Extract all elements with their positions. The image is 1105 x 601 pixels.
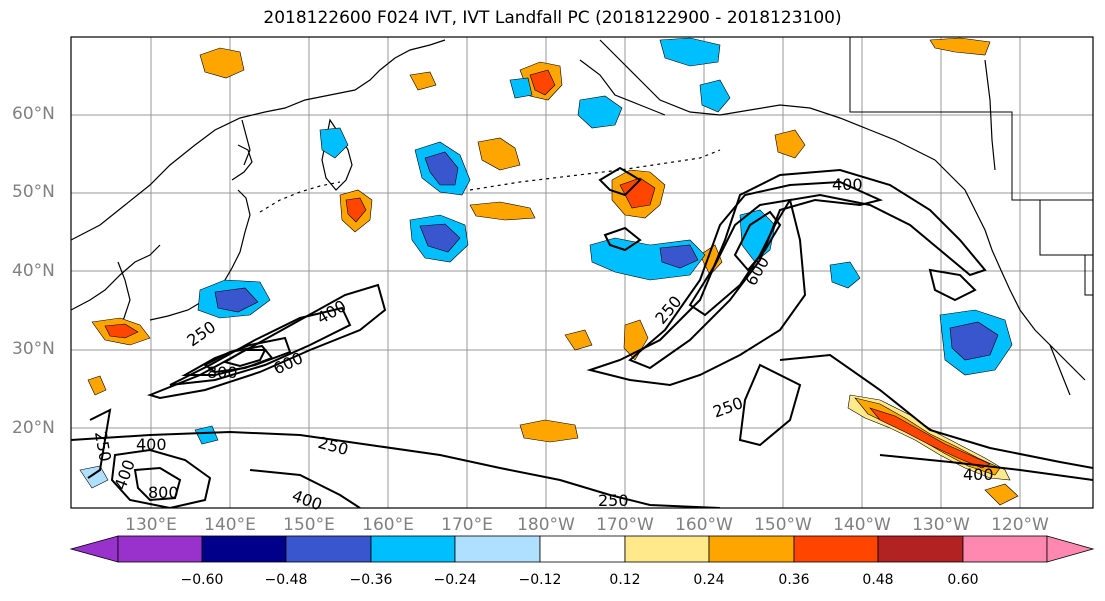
colorbar-extend-low (69, 535, 119, 563)
colorbar-tick-label: −0.36 (349, 572, 393, 588)
colorbar-segment (285, 535, 372, 563)
lat-label-40n: 40°N (12, 261, 55, 281)
negative-pc-shading (79, 37, 1013, 489)
lon-label: 170°E (441, 515, 493, 535)
lon-label: 150°W (754, 515, 812, 535)
lon-label: 140°W (833, 515, 891, 535)
colorbar-segment (539, 535, 626, 563)
colorbar-segment (624, 535, 710, 563)
contour-label: 800 (207, 363, 238, 382)
lon-label: 160°E (362, 515, 414, 535)
contour-label: 250 (91, 430, 115, 463)
contour-labels: 400 250 600 400 250 600 800 250 250 400 … (91, 175, 994, 514)
colorbar-tick-label: 0.12 (609, 572, 641, 588)
lon-label: 130°W (912, 515, 970, 535)
colorbar-segment (793, 535, 879, 563)
lon-label: 130°E (125, 515, 177, 535)
contour-label: 250 (316, 433, 350, 459)
colorbar-segment (201, 535, 287, 563)
lat-label-30n: 30°N (12, 339, 55, 359)
contour-label: 800 (148, 483, 179, 502)
colorbar-tick-label: −0.48 (264, 572, 308, 588)
lon-label: 150°E (283, 515, 335, 535)
lon-label: 160°W (675, 515, 733, 535)
colorbar-tick-label: −0.60 (180, 572, 224, 588)
colorbar-segment (370, 535, 456, 563)
lon-label: 180°W (517, 515, 575, 535)
contour-label: 400 (832, 175, 863, 194)
colorbar-segment (117, 535, 203, 563)
contour-label: 400 (963, 465, 994, 484)
contour-label: 400 (136, 435, 167, 454)
contour-label: 250 (710, 393, 745, 421)
contour-label: 250 (598, 491, 629, 510)
contour-label: 600 (270, 348, 306, 378)
colorbar (69, 535, 1095, 563)
lat-label-20n: 20°N (12, 418, 55, 438)
lat-label-60n: 60°N (12, 104, 55, 124)
colorbar-tick-label: 0.36 (778, 572, 810, 588)
colorbar-tick-label: −0.12 (518, 572, 562, 588)
colorbar-segment (962, 535, 1048, 563)
colorbar-tick-label: −0.24 (433, 572, 477, 588)
lon-label: 170°W (596, 515, 654, 535)
contour-label: 400 (290, 486, 325, 514)
lat-label-50n: 50°N (12, 182, 55, 202)
colorbar-extend-high (1046, 535, 1095, 563)
political-boundaries (849, 37, 1093, 296)
colorbar-tick-label: 0.24 (693, 572, 725, 588)
map-title: 2018122600 F024 IVT, IVT Landfall PC (20… (263, 8, 842, 28)
contour-label: 400 (314, 296, 350, 328)
colorbar-segment (708, 535, 795, 563)
colorbar-tick-label: 0.48 (862, 572, 894, 588)
colorbar-tick-label: 0.60 (947, 572, 979, 588)
contour-label: 250 (651, 292, 685, 328)
lon-label: 120°W (991, 515, 1049, 535)
colorbar-segment (877, 535, 964, 563)
map-frame (70, 36, 1094, 509)
colorbar-segment (454, 535, 541, 563)
coastlines (71, 39, 1086, 396)
ivt-contours (71, 166, 1093, 508)
lon-label: 140°E (204, 515, 256, 535)
